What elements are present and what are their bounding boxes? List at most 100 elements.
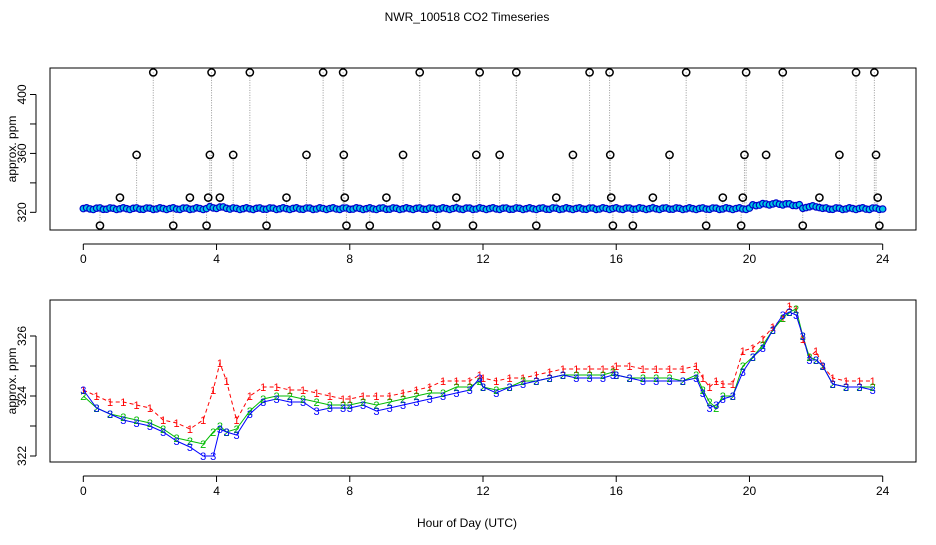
series-1-point: 1 — [547, 367, 553, 379]
series-2-point: 2 — [453, 382, 459, 394]
series-2-point: 2 — [427, 388, 433, 400]
flagged-point — [132, 150, 141, 160]
series-1-point: 1 — [347, 394, 353, 406]
top-x-tick-label: 24 — [876, 252, 890, 266]
series-1-point: 1 — [653, 364, 659, 376]
series-2-point: 2 — [507, 382, 513, 394]
flagged-point — [736, 221, 746, 230]
series-3-point: 3 — [780, 310, 786, 322]
series-1-point: 1 — [507, 373, 513, 385]
series-1-point: 1 — [830, 373, 836, 385]
series-1-point: 1 — [440, 376, 446, 388]
flagged-point — [318, 68, 328, 77]
series-2-point: 2 — [653, 373, 659, 385]
series-3-point: 3 — [233, 430, 239, 442]
flagged-point — [648, 193, 658, 202]
series-1-point: 1 — [800, 334, 806, 346]
flagged-point — [432, 221, 441, 230]
series-2-point: 2 — [547, 373, 553, 385]
flagged-point — [778, 68, 788, 77]
top-x-tick-label: 16 — [610, 252, 624, 266]
flagged-point — [551, 193, 561, 202]
series-2-point: 2 — [467, 382, 473, 394]
flagged-point — [585, 68, 594, 77]
series-3-point: 3 — [813, 355, 819, 367]
top-plot: approx. ppm — [5, 67, 917, 231]
series-1-point: 1 — [260, 382, 266, 394]
series-3-point: 3 — [80, 385, 86, 397]
series-3-point: 3 — [94, 403, 100, 415]
series-1-point: 1 — [340, 394, 346, 406]
series-2-point: 2 — [800, 331, 806, 343]
series-3-point: 3 — [477, 373, 483, 385]
flagged-point — [215, 193, 225, 202]
flagged-point — [740, 150, 749, 160]
series-3-point: 3 — [480, 382, 486, 394]
series-2-point: 2 — [260, 394, 266, 406]
series-2-point: 2 — [820, 361, 826, 373]
series-3-point: 3 — [467, 385, 473, 397]
series-1-point: 1 — [400, 388, 406, 400]
series-1-point: 1 — [700, 373, 706, 385]
series-2-point: 2 — [587, 370, 593, 382]
series-2-point: 2 — [713, 403, 719, 415]
flagged-point — [511, 68, 521, 77]
series-1-point: 1 — [600, 364, 606, 376]
flagged-point — [741, 68, 751, 77]
chart-title: NWR_100518 CO2 Timeseries — [385, 10, 550, 24]
series-2-point: 2 — [533, 376, 539, 388]
series-2-point: 2 — [107, 409, 113, 421]
series-3-point: 3 — [843, 382, 849, 394]
series-1-point: 1 — [453, 376, 459, 388]
series-1-point: 1 — [780, 313, 786, 325]
series-3-point: 3 — [786, 307, 792, 319]
series-2-point: 2 — [440, 388, 446, 400]
series-2-point: 2 — [360, 397, 366, 409]
series-3-point: 3 — [666, 376, 672, 388]
series-2-point: 2 — [666, 373, 672, 385]
series-3-point: 3 — [493, 388, 499, 400]
series-2-point: 2 — [373, 400, 379, 412]
series-1-point: 1 — [427, 382, 433, 394]
top-y-tick-label: 360 — [15, 143, 29, 163]
series-2-point: 2 — [327, 400, 333, 412]
top-x-tick-label: 8 — [346, 252, 353, 266]
series-2-point: 2 — [627, 373, 633, 385]
series-2-point: 2 — [706, 397, 712, 409]
series-1-point: 1 — [200, 415, 206, 427]
flagged-point — [168, 221, 178, 230]
series-1-point: 1 — [187, 424, 193, 436]
series-3-point: 3 — [327, 403, 333, 415]
series-2-point: 2 — [233, 424, 239, 436]
series-3-point: 3 — [313, 406, 319, 418]
series-3-point: 3 — [870, 385, 876, 397]
flagged-point — [245, 68, 255, 77]
series-1-point: 1 — [493, 376, 499, 388]
flagged-point — [701, 221, 711, 230]
series-3-point: 3 — [217, 424, 223, 436]
series-3-point: 3 — [573, 373, 579, 385]
series-3-point: 3 — [107, 409, 113, 421]
series-2-point: 2 — [740, 361, 746, 373]
series-1-point: 1 — [467, 376, 473, 388]
series-1-point: 1 — [287, 385, 293, 397]
series-1-point: 1 — [360, 391, 366, 403]
series-2-point: 2 — [786, 307, 792, 319]
series-2-point: 2 — [247, 406, 253, 418]
series-2-point: 2 — [287, 391, 293, 403]
flagged-point — [681, 68, 691, 77]
series-3-point: 3 — [560, 370, 566, 382]
top-x-tick-label: 0 — [80, 252, 87, 266]
flagged-point — [605, 68, 614, 77]
series-2-point: 2 — [387, 397, 393, 409]
series-1-point: 1 — [520, 373, 526, 385]
top-y-tick-label: 400 — [15, 84, 29, 104]
series-2-point: 2 — [80, 391, 86, 403]
series-1-point: 1 — [706, 382, 712, 394]
series-1-point: 1 — [210, 385, 216, 397]
series-2-point: 2 — [613, 370, 619, 382]
series-1-point: 1 — [300, 385, 306, 397]
series-2-point: 2 — [493, 385, 499, 397]
